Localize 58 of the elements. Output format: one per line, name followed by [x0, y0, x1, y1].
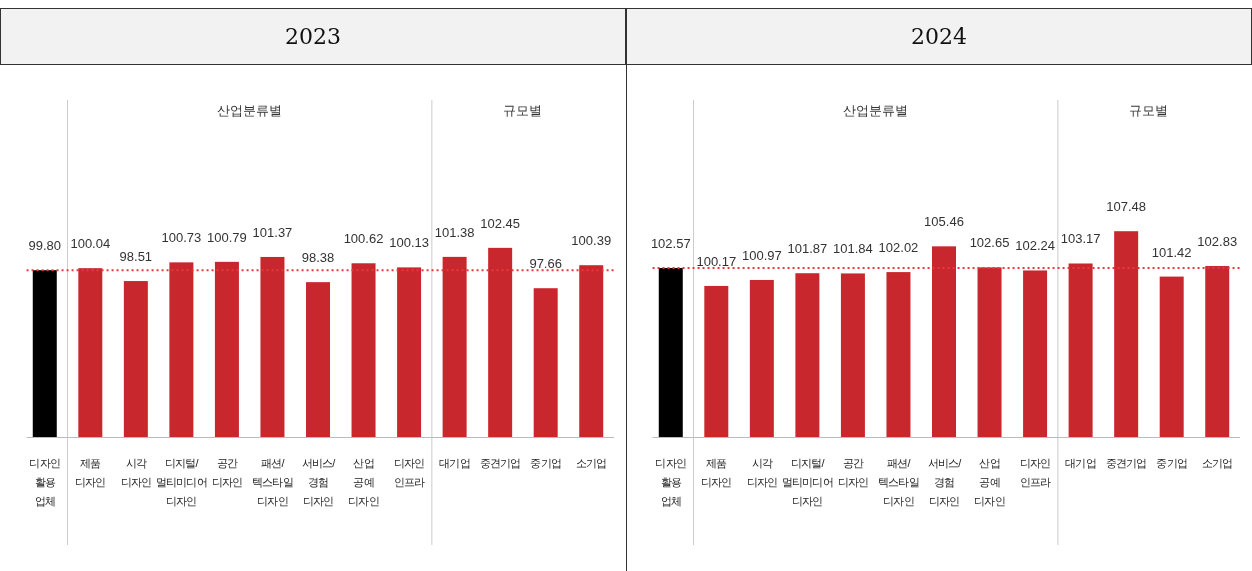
annotation: 산업분류별 [217, 103, 283, 118]
data-label: 100.17 [696, 253, 737, 269]
data-label: 101.87 [787, 241, 828, 257]
data-label: 102.57 [650, 235, 691, 251]
x-tick-label: 패션/ 텍스타일 디자인 [878, 457, 919, 507]
data-label: 100.04 [70, 236, 111, 252]
annotation: 규모별 [503, 103, 543, 118]
x-tick-label: 디자인 활용 업체 [29, 457, 61, 507]
x-tick-label: 디지털/ 멀티미디어 디자인 [781, 457, 833, 507]
data-label: 100.13 [389, 235, 429, 251]
data-label: 97.66 [529, 256, 562, 272]
data-label: 101.42 [1151, 244, 1192, 260]
data-label: 101.38 [434, 224, 475, 240]
data-label: 100.62 [343, 231, 384, 247]
data-label: 100.79 [207, 229, 247, 245]
data-label: 100.39 [571, 233, 612, 249]
data-label: 101.84 [833, 241, 873, 257]
x-tick-label: 중기업 [530, 457, 561, 469]
data-label: 102.65 [969, 235, 1010, 251]
x-tick-label: 공간 디자인 [837, 457, 869, 488]
x-tick-label: 디자인 인프라 [393, 457, 426, 488]
data-label: 98.51 [119, 249, 153, 265]
x-tick-label: 중견기업 [479, 457, 521, 469]
data-label: 105.46 [924, 214, 964, 230]
x-tick-label: 소기업 [575, 457, 607, 469]
annotation: 규모별 [1129, 103, 1169, 118]
x-tick-label: 제품 디자인 [701, 457, 732, 488]
x-tick-label: 서비스/ 경험 디자인 [301, 457, 337, 507]
chart-title: 2024 [911, 24, 967, 49]
x-tick-label: 디자인 활용 업체 [655, 457, 687, 507]
data-label: 100.73 [161, 230, 202, 246]
data-label: 102.02 [878, 240, 919, 256]
data-label: 102.24 [1015, 238, 1055, 254]
x-tick-label: 대기업 [439, 457, 470, 469]
x-tick-label: 패션/ 텍스타일 디자인 [252, 457, 293, 507]
x-tick-label: 산업 공예 디자인 [348, 457, 379, 507]
data-label: 102.83 [1197, 234, 1238, 250]
x-tick-label: 산업 공예 디자인 [974, 457, 1005, 507]
x-tick-label: 대기업 [1065, 457, 1096, 469]
x-tick-label: 중견기업 [1105, 457, 1147, 469]
data-label: 98.38 [301, 250, 335, 266]
x-tick-label: 공간 디자인 [211, 457, 243, 488]
data-label: 99.80 [28, 238, 62, 254]
data-label: 103.17 [1060, 231, 1101, 247]
data-label: 100.97 [741, 247, 782, 263]
x-tick-label: 소기업 [1201, 457, 1233, 469]
x-tick-label: 시각 디자인 [120, 457, 152, 488]
x-tick-label: 디자인 인프라 [1019, 457, 1052, 488]
data-label: 107.48 [1106, 199, 1147, 215]
chart-title: 2023 [285, 24, 341, 49]
x-tick-label: 시각 디자인 [746, 457, 778, 488]
data-label: 101.37 [252, 224, 293, 240]
x-tick-label: 서비스/ 경험 디자인 [927, 457, 963, 507]
data-label: 102.45 [480, 215, 521, 231]
annotation: 산업분류별 [843, 103, 909, 118]
x-tick-label: 중기업 [1156, 457, 1187, 469]
x-tick-label: 디지털/ 멀티미디어 디자인 [155, 457, 207, 507]
x-tick-label: 제품 디자인 [75, 457, 106, 488]
